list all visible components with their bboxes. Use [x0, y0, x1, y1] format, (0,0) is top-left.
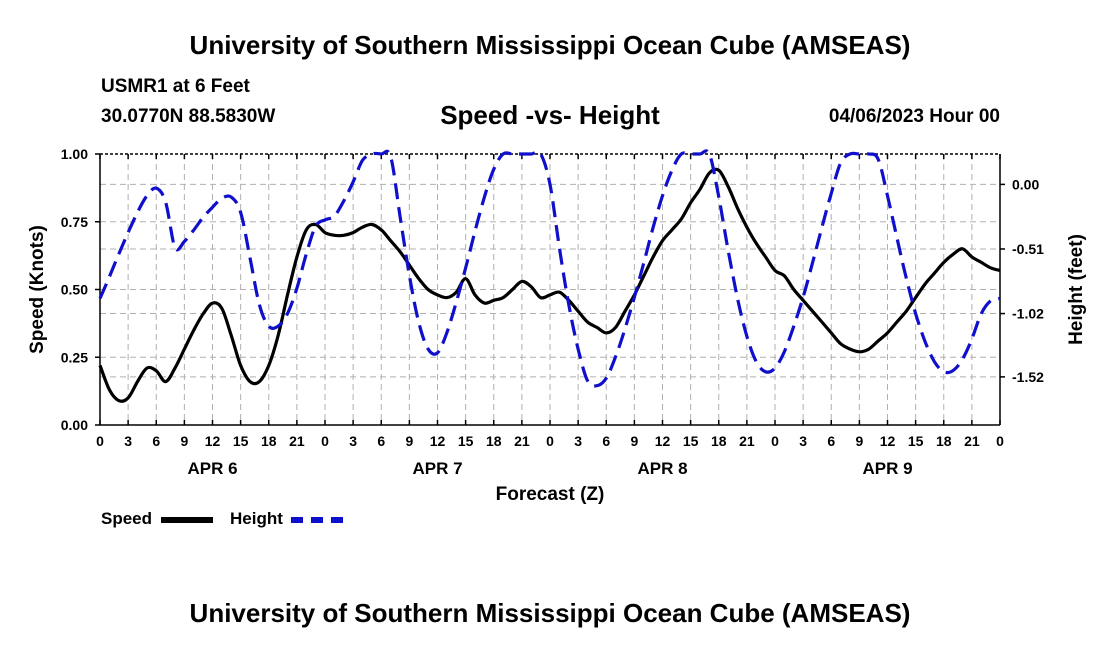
y-tick-label: 0.25 [61, 349, 88, 365]
x-tick-label: 6 [377, 433, 385, 449]
forecast-datetime: 04/06/2023 Hour 00 [828, 106, 1000, 127]
x-tick-label: 18 [936, 433, 952, 449]
x-tick-label: 18 [711, 433, 727, 449]
x-tick-label: 15 [458, 433, 474, 449]
x-tick-label: 0 [771, 433, 779, 449]
legend-height-label: Height [230, 509, 283, 528]
y-tick-label: 0.50 [61, 282, 88, 298]
x-tick-label: 12 [655, 433, 671, 449]
y-tick-label: 1.00 [61, 146, 88, 162]
x-axis-title: Forecast (Z) [496, 484, 605, 505]
y2-tick-label: -1.52 [1012, 369, 1044, 385]
x-tick-label: 3 [349, 433, 357, 449]
x-tick-label: 3 [124, 433, 132, 449]
x-day-label: APR 7 [412, 459, 462, 478]
legend-speed-label: Speed [101, 509, 153, 528]
x-tick-label: 12 [205, 433, 221, 449]
x-tick-label: 3 [799, 433, 807, 449]
x-day-label: APR 9 [862, 459, 912, 478]
x-tick-label: 6 [827, 433, 835, 449]
x-tick-label: 18 [486, 433, 502, 449]
x-tick-label: 0 [96, 433, 104, 449]
x-tick-label: 15 [683, 433, 699, 449]
x-tick-label: 3 [574, 433, 582, 449]
x-tick-label: 18 [261, 433, 277, 449]
y-axis-title: Speed (Knots) [27, 225, 48, 354]
x-tick-label: 6 [602, 433, 610, 449]
x-tick-label: 12 [430, 433, 446, 449]
x-tick-label: 9 [855, 433, 863, 449]
station-coordinates: 30.0770N 88.5830W [101, 106, 276, 127]
x-tick-label: 21 [739, 433, 755, 449]
x-day-label: APR 8 [637, 459, 687, 478]
x-tick-label: 0 [996, 433, 1004, 449]
y2-tick-label: -1.02 [1012, 306, 1044, 322]
x-tick-label: 15 [908, 433, 924, 449]
series-speed-line [98, 167, 1001, 403]
legend-speed-swatch [161, 517, 213, 523]
y2-tick-label: -0.51 [1012, 241, 1044, 257]
x-tick-label: 9 [405, 433, 413, 449]
x-tick-label: 21 [289, 433, 305, 449]
x-day-label: APR 6 [187, 459, 237, 478]
x-tick-label: 12 [880, 433, 896, 449]
series-height-line [98, 149, 1001, 388]
x-tick-label: 21 [964, 433, 980, 449]
x-tick-label: 15 [233, 433, 249, 449]
x-tick-label: 9 [180, 433, 188, 449]
footer-title: University of Southern Mississippi Ocean… [189, 598, 911, 628]
station-label: USMR1 at 6 Feet [101, 76, 250, 97]
x-tick-label: 0 [546, 433, 554, 449]
x-tick-label: 0 [321, 433, 329, 449]
x-tick-label: 9 [630, 433, 638, 449]
chart-subtitle: Speed -vs- Height [440, 100, 660, 130]
chart-title: University of Southern Mississippi Ocean… [189, 30, 911, 60]
x-tick-label: 21 [514, 433, 530, 449]
y2-tick-label: 0.00 [1012, 176, 1039, 192]
legend-height-swatch [291, 517, 343, 523]
y-tick-label: 0.75 [61, 214, 88, 230]
y2-axis-title: Height (feet) [1066, 234, 1087, 345]
y-tick-label: 0.00 [61, 417, 88, 433]
x-tick-label: 6 [152, 433, 160, 449]
